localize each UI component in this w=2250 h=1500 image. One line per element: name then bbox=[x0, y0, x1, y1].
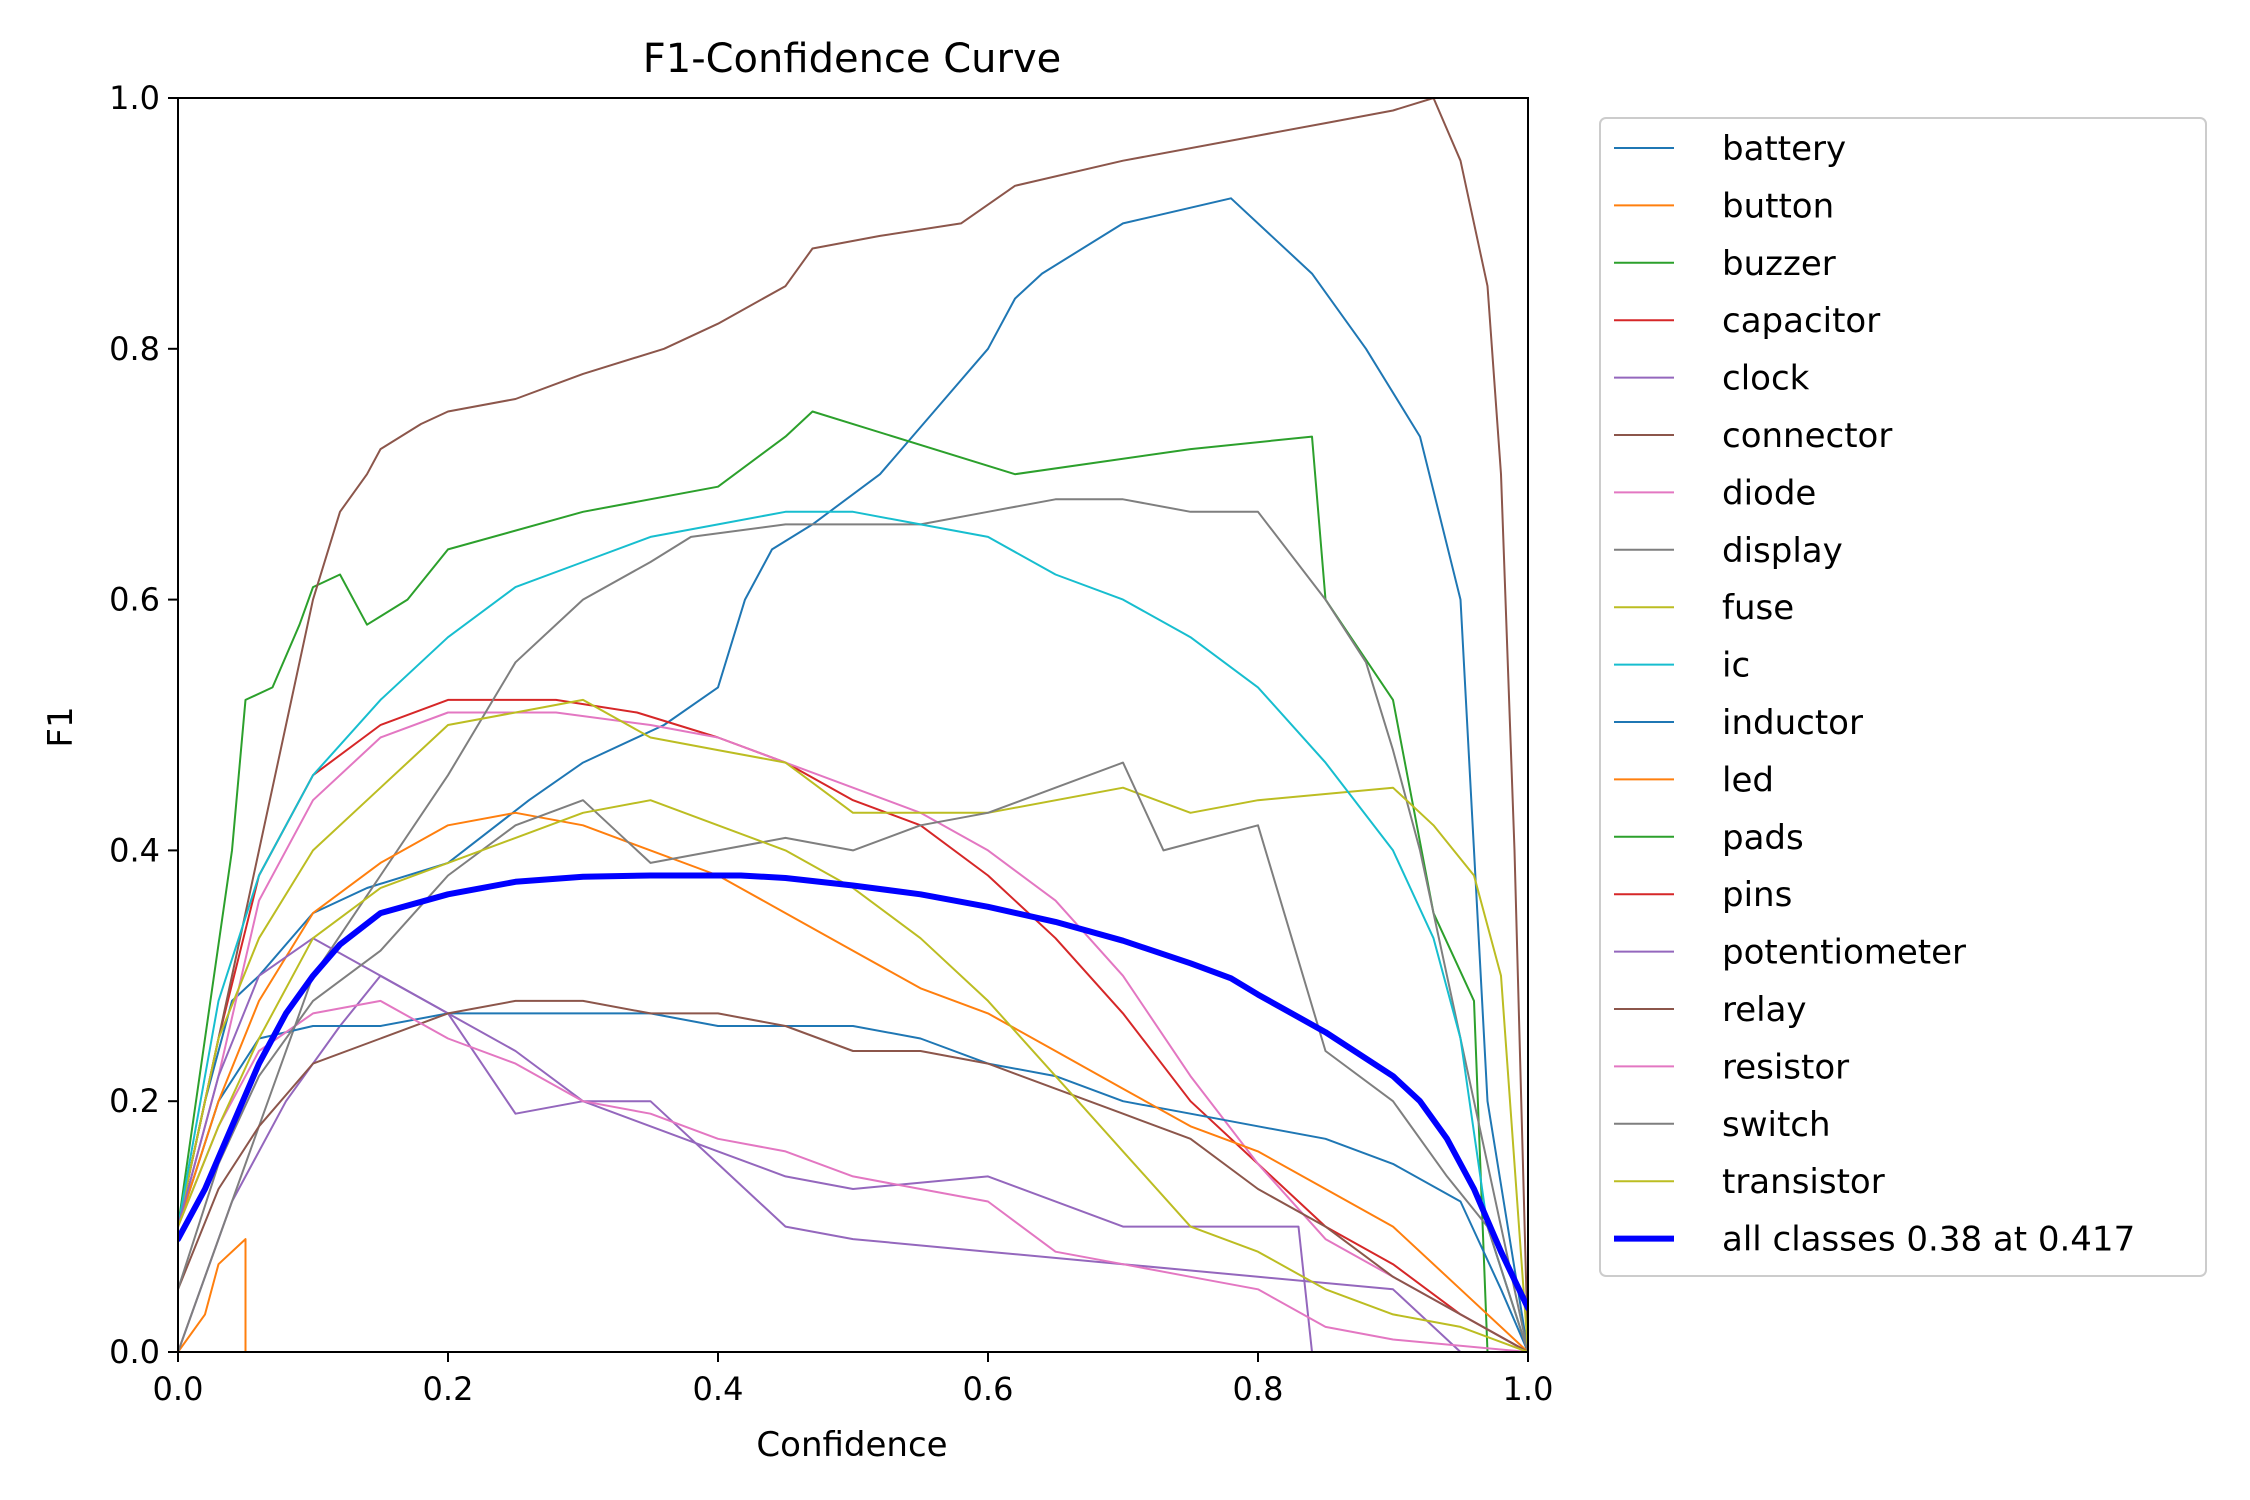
legend-label: potentiometer bbox=[1722, 933, 1966, 973]
y-tick-label: 1.0 bbox=[109, 79, 160, 117]
series-line-display bbox=[178, 498, 1528, 1352]
x-axis: 0.0 0.2 0.4 0.6 0.8 1.0 bbox=[153, 1352, 1554, 1408]
legend-label: resistor bbox=[1722, 1047, 1849, 1087]
series-layer bbox=[178, 98, 1528, 1352]
legend-label: all classes 0.38 at 0.417 bbox=[1722, 1220, 2135, 1260]
legend-label: led bbox=[1722, 760, 1774, 800]
y-tick-label: 0.6 bbox=[109, 581, 160, 619]
y-tick-label: 0.0 bbox=[109, 1333, 160, 1371]
x-tick-label: 0.0 bbox=[153, 1370, 204, 1408]
series-line-clock bbox=[178, 974, 1462, 1352]
legend-label: buzzer bbox=[1722, 244, 1836, 284]
y-axis: 0.0 0.2 0.4 0.6 0.8 1.0 bbox=[109, 79, 178, 1371]
series-line-switch bbox=[178, 761, 1528, 1352]
legend-label: ic bbox=[1722, 646, 1750, 686]
chart-title: F1-Confidence Curve bbox=[643, 36, 1062, 82]
y-tick-label: 0.8 bbox=[109, 330, 160, 368]
series-line-relay bbox=[178, 999, 1528, 1352]
legend-label: button bbox=[1722, 186, 1834, 226]
series-line-inductor bbox=[178, 1012, 1528, 1352]
series-line-ic bbox=[178, 510, 1528, 1352]
legend-label: inductor bbox=[1722, 703, 1863, 743]
x-tick-label: 0.6 bbox=[963, 1370, 1014, 1408]
plot-area bbox=[177, 97, 1529, 1353]
legend-label: display bbox=[1722, 531, 1843, 571]
series-line-transistor bbox=[178, 799, 1528, 1352]
series-line-connector bbox=[178, 98, 1528, 1352]
y-tick-label: 0.4 bbox=[109, 831, 160, 869]
x-tick-label: 0.8 bbox=[1233, 1370, 1284, 1408]
legend-label: pads bbox=[1722, 818, 1804, 858]
x-axis-label: Confidence bbox=[756, 1425, 947, 1465]
legend-label: clock bbox=[1722, 359, 1810, 399]
y-tick-label: 0.2 bbox=[109, 1082, 160, 1120]
legend-label: diode bbox=[1722, 473, 1816, 513]
x-tick-label: 0.2 bbox=[423, 1370, 474, 1408]
plot-frame bbox=[177, 97, 1529, 1353]
series-line-led bbox=[178, 811, 1528, 1352]
legend-items: battery button buzzer capacitor clock connect… bbox=[1614, 129, 2135, 1260]
series-line-all bbox=[178, 872, 1528, 1312]
x-tick-label: 1.0 bbox=[1503, 1370, 1554, 1408]
x-tick-label: 0.4 bbox=[693, 1370, 744, 1408]
legend-label: capacitor bbox=[1722, 301, 1880, 341]
series-line-fuse bbox=[178, 698, 1528, 1352]
legend-label: connector bbox=[1722, 416, 1892, 456]
series-line-capacitor bbox=[178, 698, 1528, 1352]
legend-label: fuse bbox=[1722, 588, 1794, 628]
legend: battery button buzzer capacitor clock connect… bbox=[1599, 117, 2207, 1277]
legend-label: relay bbox=[1722, 990, 1807, 1030]
legend-label: switch bbox=[1722, 1105, 1831, 1145]
series-line-potentiometer bbox=[178, 937, 1313, 1352]
legend-label: transistor bbox=[1722, 1162, 1885, 1202]
legend-label: battery bbox=[1722, 129, 1846, 169]
y-axis-label: F1 bbox=[41, 706, 81, 747]
legend-label: pins bbox=[1722, 875, 1792, 915]
series-line-resistor bbox=[178, 999, 1528, 1352]
series-line-button bbox=[178, 1238, 1528, 1352]
legend-frame bbox=[1599, 117, 2207, 1277]
